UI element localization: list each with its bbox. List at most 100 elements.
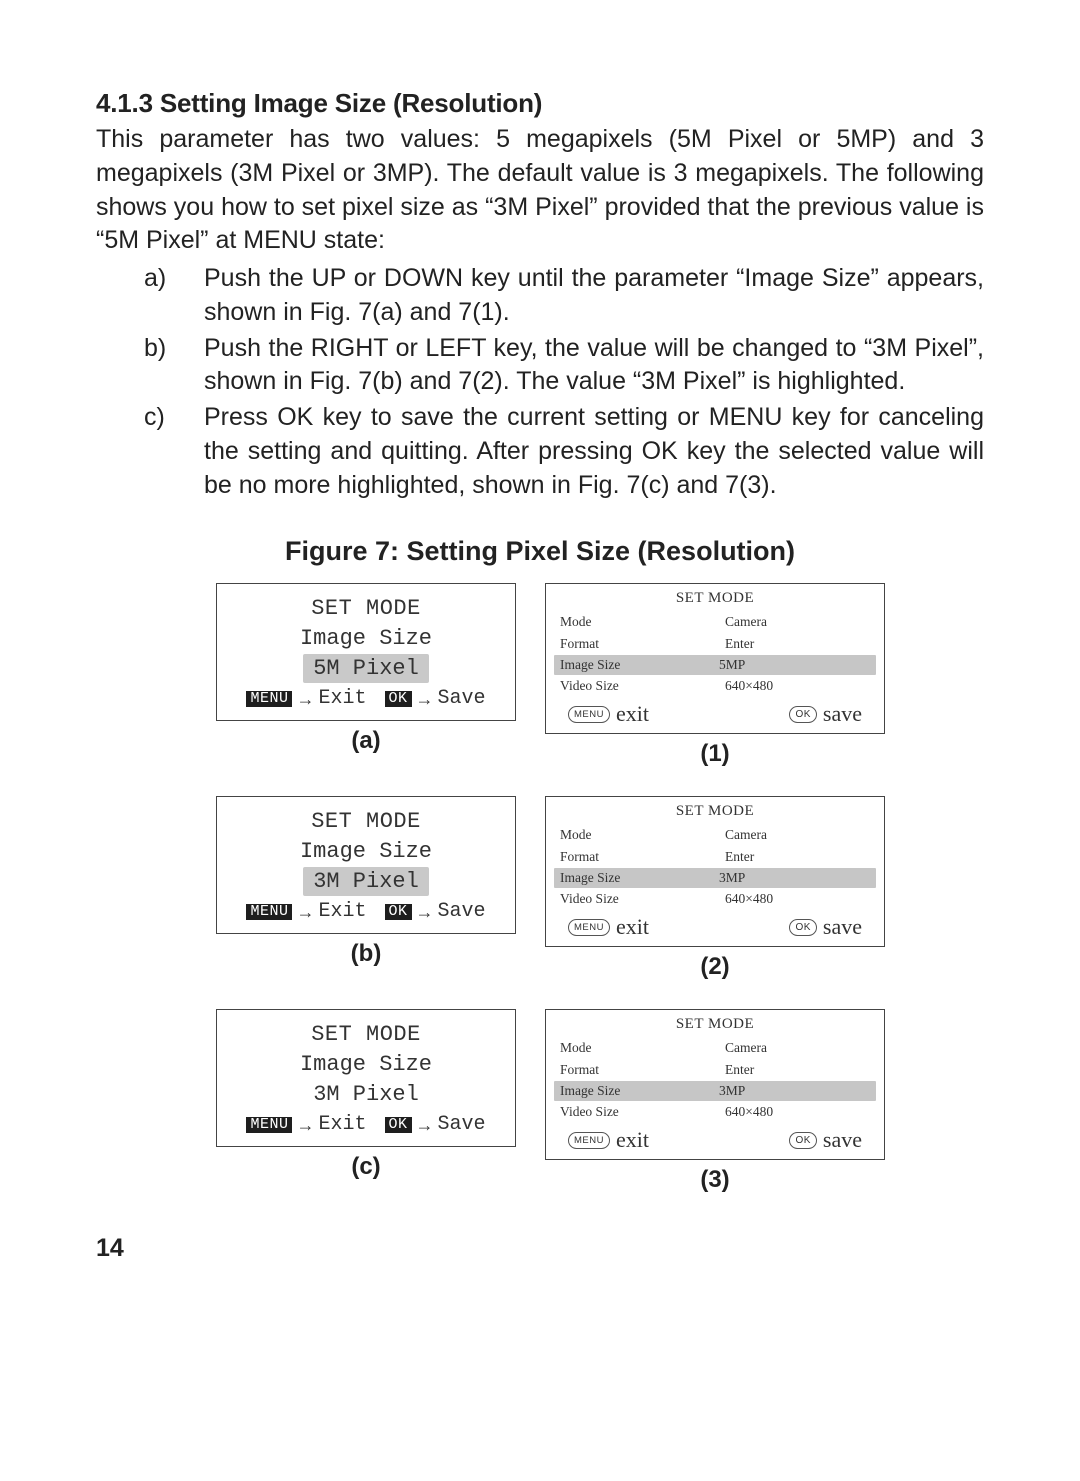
arrow-icon: → bbox=[296, 687, 314, 711]
intro-paragraph: This parameter has two values: 5 megapix… bbox=[96, 123, 984, 258]
save-label: save bbox=[823, 914, 862, 940]
step-a-marker: a) bbox=[144, 262, 204, 330]
value-highlight: 5M Pixel bbox=[303, 654, 429, 684]
panel-label-c: (c) bbox=[351, 1153, 380, 1181]
step-a: a) Push the UP or DOWN key until the par… bbox=[144, 262, 984, 330]
row-val: 5MP bbox=[719, 657, 870, 673]
panel-2: SET MODE ModeCamera FormatEnter Image Si… bbox=[543, 796, 887, 981]
figure-caption: Figure 7: Setting Pixel Size (Resolution… bbox=[96, 536, 984, 567]
arrow-icon: → bbox=[416, 1113, 434, 1137]
row-val: Camera bbox=[725, 827, 870, 843]
ok-pill-icon: OK bbox=[789, 706, 816, 723]
menu-pill-icon: MENU bbox=[568, 1132, 610, 1149]
ok-button-icon: OK bbox=[385, 1117, 412, 1133]
row-val: Enter bbox=[725, 849, 870, 865]
save-label: Save bbox=[438, 685, 486, 712]
param-label: Image Size bbox=[217, 1050, 515, 1080]
param-label: Image Size bbox=[217, 837, 515, 867]
menu-button-icon: MENU bbox=[246, 691, 292, 707]
step-a-text: Push the UP or DOWN key until the parame… bbox=[204, 262, 984, 330]
arrow-icon: → bbox=[416, 687, 434, 711]
arrow-icon: → bbox=[416, 900, 434, 924]
row-val: 640×480 bbox=[725, 678, 870, 694]
row-val: Enter bbox=[725, 636, 870, 652]
menu-pill-icon: MENU bbox=[568, 919, 610, 936]
hint-row: MENU→Exit OK→Save bbox=[217, 1111, 515, 1138]
save-label: save bbox=[823, 701, 862, 727]
row-val: 3MP bbox=[719, 1083, 870, 1099]
row-key: Image Size bbox=[560, 1083, 719, 1099]
panel-label-2: (2) bbox=[700, 953, 729, 981]
row-val: Camera bbox=[725, 614, 870, 630]
exit-label: exit bbox=[616, 914, 649, 940]
ok-button-icon: OK bbox=[385, 691, 412, 707]
panel-3: SET MODE ModeCamera FormatEnter Image Si… bbox=[543, 1009, 887, 1194]
hint-row: MENU→Exit OK→Save bbox=[217, 685, 515, 712]
row-key: Video Size bbox=[560, 891, 725, 907]
ok-pill-icon: OK bbox=[789, 919, 816, 936]
screen-b-3: SET MODE ModeCamera FormatEnter Image Si… bbox=[545, 1009, 885, 1160]
screen-title: SET MODE bbox=[546, 803, 884, 820]
page-number: 14 bbox=[96, 1234, 984, 1263]
row-highlight: Image Size3MP bbox=[554, 1081, 876, 1101]
row-key: Mode bbox=[560, 614, 725, 630]
menu-button-icon: MENU bbox=[246, 1117, 292, 1133]
panel-b: SET MODE Image Size 3M Pixel MENU→Exit O… bbox=[213, 796, 519, 981]
row-key: Format bbox=[560, 636, 725, 652]
exit-label: exit bbox=[616, 1127, 649, 1153]
menu-pill-icon: MENU bbox=[568, 706, 610, 723]
exit-label: exit bbox=[616, 701, 649, 727]
screen-title: SET MODE bbox=[546, 1016, 884, 1033]
screen-a-a: SET MODE Image Size 5M Pixel MENU→Exit O… bbox=[216, 583, 516, 721]
screen-title: SET MODE bbox=[217, 1020, 515, 1050]
row-val: 640×480 bbox=[725, 891, 870, 907]
screen-a-b: SET MODE Image Size 3M Pixel MENU→Exit O… bbox=[216, 796, 516, 934]
arrow-icon: → bbox=[296, 1113, 314, 1137]
row-highlight: Image Size3MP bbox=[554, 868, 876, 888]
exit-label: Exit bbox=[318, 685, 366, 712]
row-val: Enter bbox=[725, 1062, 870, 1078]
menu-button-icon: MENU bbox=[246, 904, 292, 920]
screen-title: SET MODE bbox=[217, 594, 515, 624]
save-label: Save bbox=[438, 898, 486, 925]
row-key: Image Size bbox=[560, 870, 719, 886]
step-b-marker: b) bbox=[144, 332, 204, 400]
row-val: 3MP bbox=[719, 870, 870, 886]
row-key: Mode bbox=[560, 827, 725, 843]
save-label: save bbox=[823, 1127, 862, 1153]
value-highlight: 3M Pixel bbox=[303, 867, 429, 897]
panel-a: SET MODE Image Size 5M Pixel MENU→Exit O… bbox=[213, 583, 519, 768]
row-key: Format bbox=[560, 1062, 725, 1078]
step-b-text: Push the RIGHT or LEFT key, the value wi… bbox=[204, 332, 984, 400]
exit-label: Exit bbox=[318, 898, 366, 925]
steps-list: a) Push the UP or DOWN key until the par… bbox=[96, 262, 984, 502]
row-key: Image Size bbox=[560, 657, 719, 673]
section-heading: 4.1.3 Setting Image Size (Resolution) bbox=[96, 88, 984, 119]
row-highlight: Image Size5MP bbox=[554, 655, 876, 675]
panel-c: SET MODE Image Size 3M Pixel MENU→Exit O… bbox=[213, 1009, 519, 1194]
row-key: Video Size bbox=[560, 1104, 725, 1120]
panel-label-3: (3) bbox=[700, 1166, 729, 1194]
hint-row: MENU→Exit OK→Save bbox=[217, 898, 515, 925]
param-label: Image Size bbox=[217, 624, 515, 654]
panel-label-1: (1) bbox=[700, 740, 729, 768]
ok-pill-icon: OK bbox=[789, 1132, 816, 1149]
screen-title: SET MODE bbox=[546, 590, 884, 607]
panel-label-b: (b) bbox=[351, 940, 382, 968]
step-b: b) Push the RIGHT or LEFT key, the value… bbox=[144, 332, 984, 400]
manual-page: 4.1.3 Setting Image Size (Resolution) Th… bbox=[0, 0, 1080, 1323]
exit-label: Exit bbox=[318, 1111, 366, 1138]
panel-1: SET MODE ModeCamera FormatEnter Image Si… bbox=[543, 583, 887, 768]
step-c-marker: c) bbox=[144, 401, 204, 502]
value-plain: 3M Pixel bbox=[313, 1082, 419, 1107]
figure-grid: SET MODE Image Size 5M Pixel MENU→Exit O… bbox=[116, 583, 984, 1194]
row-key: Format bbox=[560, 849, 725, 865]
screen-title: SET MODE bbox=[217, 807, 515, 837]
arrow-icon: → bbox=[296, 900, 314, 924]
row-key: Mode bbox=[560, 1040, 725, 1056]
row-val: Camera bbox=[725, 1040, 870, 1056]
step-c-text: Press OK key to save the current setting… bbox=[204, 401, 984, 502]
ok-button-icon: OK bbox=[385, 904, 412, 920]
panel-label-a: (a) bbox=[351, 727, 380, 755]
row-key: Video Size bbox=[560, 678, 725, 694]
